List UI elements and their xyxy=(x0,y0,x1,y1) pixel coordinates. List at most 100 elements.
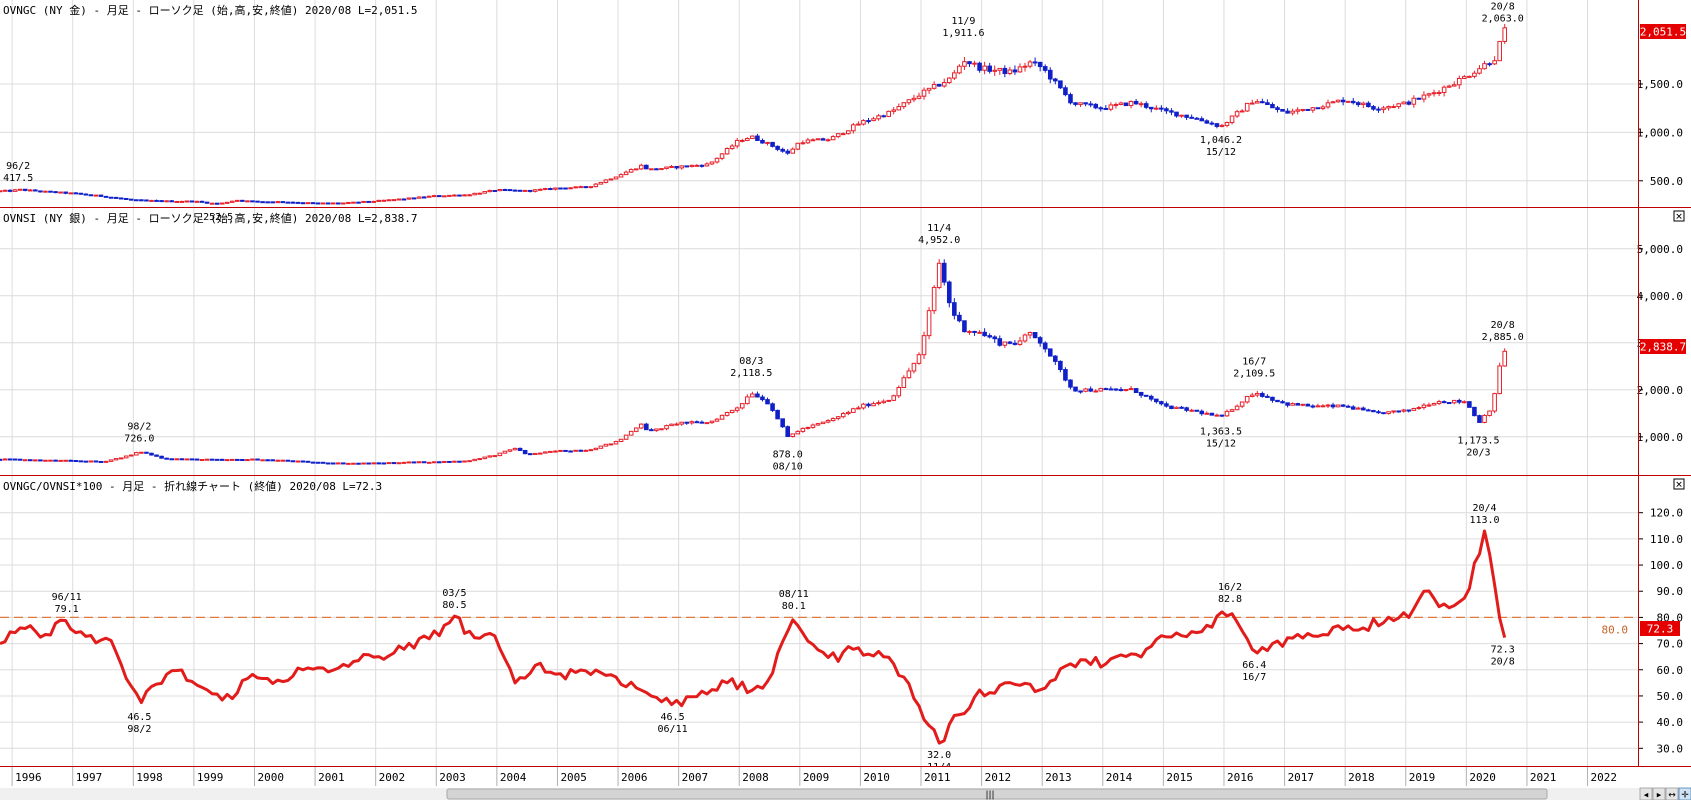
candle-body xyxy=(502,189,508,192)
scroll-right-icon[interactable]: ▸ xyxy=(1657,791,1662,800)
candle-body xyxy=(805,139,811,144)
ratio-reference-label: 80.0 xyxy=(1602,623,1629,636)
zoom-button[interactable] xyxy=(1665,787,1679,800)
candle-body xyxy=(1199,410,1205,415)
annotation-date: 16/7 xyxy=(1242,357,1266,368)
candle-body xyxy=(957,314,962,322)
candle-body xyxy=(12,189,18,192)
close-icon[interactable]: ✕ xyxy=(1675,481,1683,491)
candle-body xyxy=(255,200,260,203)
annotation-date: 16/7 xyxy=(1242,672,1266,683)
candle-body xyxy=(1234,111,1240,117)
candle-body xyxy=(139,199,144,202)
annotation-value: 2,063.0 xyxy=(1482,13,1524,24)
candle-body xyxy=(229,458,235,461)
year-label: 1998 xyxy=(136,771,163,784)
candle-body xyxy=(1462,76,1467,79)
candle-body xyxy=(1093,390,1099,393)
candle-body xyxy=(618,174,624,178)
candle-body xyxy=(1078,102,1083,105)
candle-body xyxy=(482,191,488,194)
panel-ratio-close-button[interactable]: ✕ xyxy=(1673,478,1685,491)
candle-body xyxy=(467,460,472,463)
candle-body xyxy=(174,458,180,461)
candle-body xyxy=(123,197,129,200)
candle-body xyxy=(941,262,947,283)
panel-ratio-grid xyxy=(0,475,1638,766)
scrollbar[interactable]: ||| ◂ ▸ ↔ ✛ xyxy=(0,787,1691,800)
candle-body xyxy=(73,192,79,195)
candle-body xyxy=(0,458,3,461)
year-label: 2016 xyxy=(1227,771,1254,784)
candle-body xyxy=(229,200,235,203)
candle-body xyxy=(351,201,356,204)
scrollbar-thumb[interactable] xyxy=(446,788,1548,800)
candle-body xyxy=(517,189,523,192)
candle-body xyxy=(770,403,775,411)
candle-body xyxy=(204,458,210,461)
candle-body xyxy=(750,393,755,398)
candle-body xyxy=(790,433,796,437)
candle-body xyxy=(820,421,826,425)
candle-body xyxy=(684,421,690,424)
candle-body xyxy=(1280,401,1285,404)
panel-silver-grid xyxy=(0,208,1638,475)
panel-silver-candles xyxy=(0,259,1508,465)
candle-body xyxy=(1042,66,1048,71)
ratio-series-line xyxy=(0,529,1507,745)
candle-body xyxy=(361,200,366,203)
candle-body xyxy=(987,335,992,338)
candle-body xyxy=(1224,121,1230,126)
candle-body xyxy=(1325,404,1331,407)
candle-body xyxy=(1214,123,1220,127)
candle-body xyxy=(1441,86,1447,94)
candle-body xyxy=(144,451,149,454)
candle-body xyxy=(861,120,866,125)
candle-body xyxy=(689,164,695,168)
candle-body xyxy=(926,87,932,91)
candle-body xyxy=(1219,414,1225,417)
candle-body xyxy=(608,443,614,446)
candle-body xyxy=(58,459,63,462)
scroll-right-button[interactable] xyxy=(1652,787,1666,800)
candle-body xyxy=(835,133,841,138)
candle-body xyxy=(43,190,48,193)
candle-body xyxy=(548,188,553,191)
annotation-date: 16/2 xyxy=(1218,582,1242,593)
candle-body xyxy=(1462,401,1467,404)
scroll-left-icon[interactable]: ◂ xyxy=(1644,791,1649,800)
candle-body xyxy=(972,62,977,65)
candle-body xyxy=(593,447,599,451)
candle-body xyxy=(1350,100,1356,104)
candle-body xyxy=(1330,101,1336,104)
crosshair-button[interactable] xyxy=(1678,787,1691,800)
candle-body xyxy=(300,202,306,205)
candle-body xyxy=(1295,403,1300,406)
scroll-left-button[interactable] xyxy=(1639,787,1653,800)
candle-body xyxy=(224,459,230,462)
candle-body xyxy=(760,139,765,144)
zoom-icon[interactable]: ↔ xyxy=(1668,791,1676,800)
panel-ratio-close-box[interactable] xyxy=(1673,478,1685,490)
candle-body xyxy=(315,202,321,205)
candle-body xyxy=(739,403,745,409)
candle-body xyxy=(1199,118,1205,122)
candle-body xyxy=(199,458,205,461)
candle-body xyxy=(1249,394,1255,397)
panel-silver-close-button[interactable]: ✕ xyxy=(1673,210,1685,223)
candle-body xyxy=(169,200,174,203)
annotation-value: 46.5 xyxy=(127,712,151,723)
candle-body xyxy=(38,190,43,193)
candle-body xyxy=(1249,102,1255,105)
candle-body xyxy=(1108,104,1114,110)
candle-body xyxy=(936,83,942,87)
candle-body xyxy=(573,449,578,452)
x-axis-band xyxy=(0,767,1638,787)
panel-silver-close-box[interactable] xyxy=(1673,210,1685,222)
close-icon[interactable]: ✕ xyxy=(1675,213,1683,223)
candle-body xyxy=(1017,340,1023,345)
candle-body xyxy=(845,130,851,135)
crosshair-icon[interactable]: ✛ xyxy=(1681,791,1689,800)
